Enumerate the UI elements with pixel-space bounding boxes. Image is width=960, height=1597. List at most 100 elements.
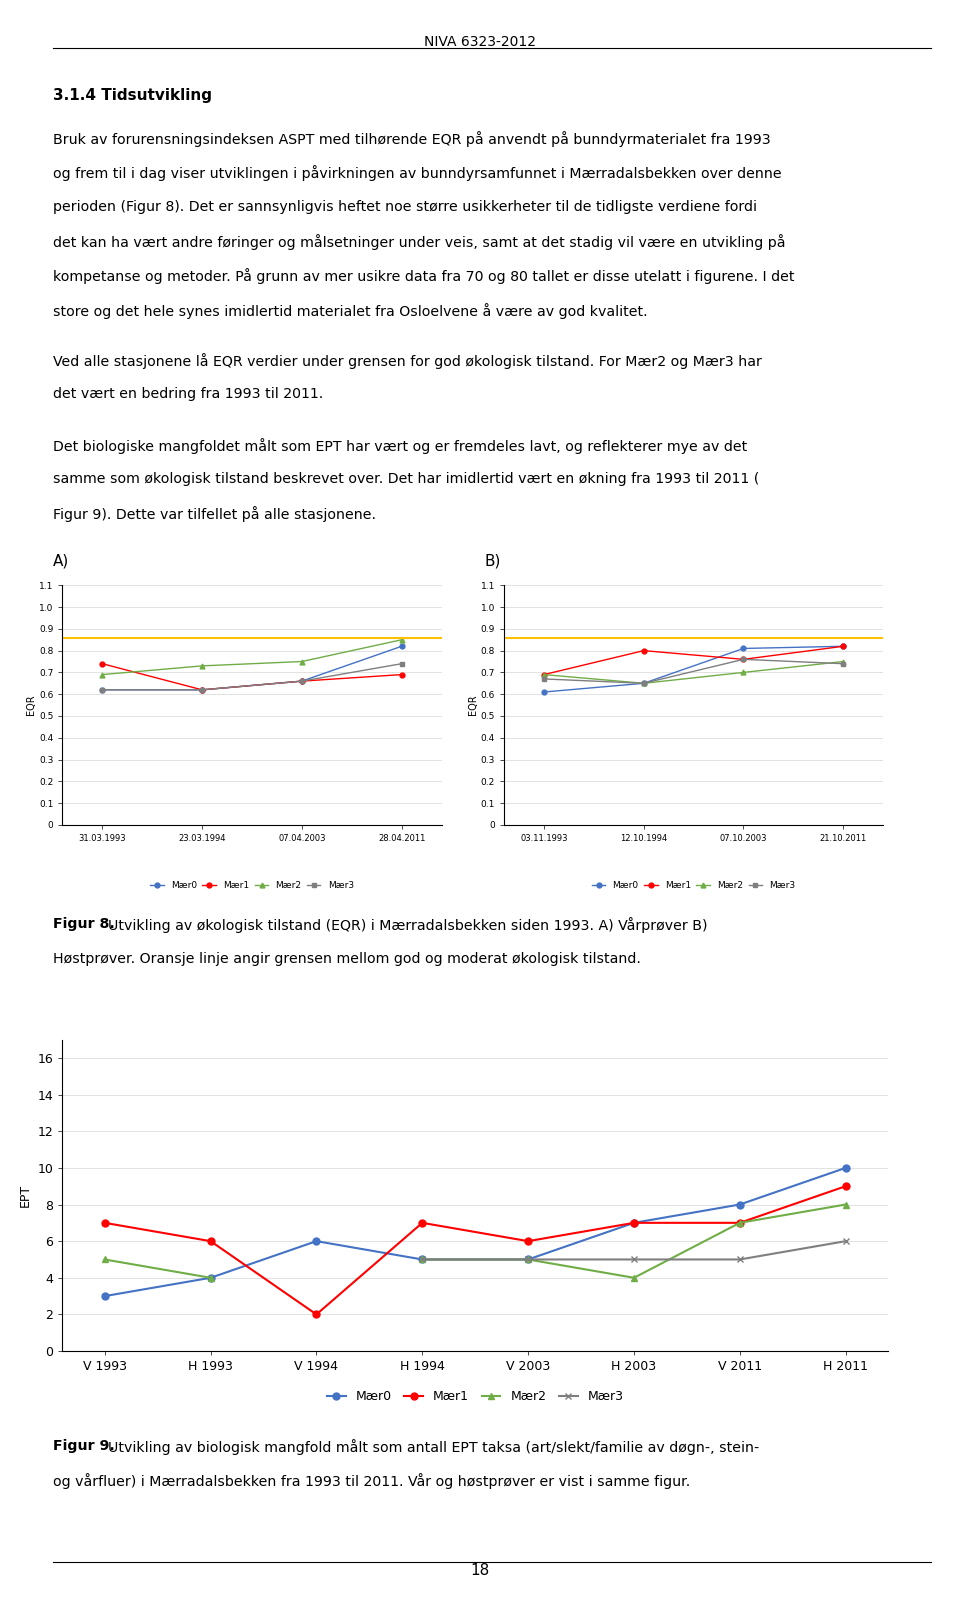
Mær1 xyxy=(97,655,108,674)
Mær1 xyxy=(522,1231,534,1250)
Mær2 xyxy=(296,652,307,671)
Y-axis label: EQR: EQR xyxy=(468,695,478,715)
Text: A): A) xyxy=(53,553,69,569)
Text: Bruk av forurensningsindeksen ASPT med tilhørende EQR på anvendt på bunndyrmater: Bruk av forurensningsindeksen ASPT med t… xyxy=(53,131,771,147)
Text: perioden (Figur 8). Det er sannsynligvis heftet noe større usikkerheter til de t: perioden (Figur 8). Det er sannsynligvis… xyxy=(53,200,756,214)
Line: Mær2: Mær2 xyxy=(541,660,846,685)
Text: Høstprøver. Oransje linje angir grensen mellom god og moderat økologisk tilstand: Høstprøver. Oransje linje angir grensen … xyxy=(53,952,640,966)
Mær2 xyxy=(837,652,849,671)
Text: Figur 9.: Figur 9. xyxy=(53,1439,114,1453)
Mær2 xyxy=(99,1250,110,1270)
Mær1 xyxy=(197,680,208,699)
Mær2 xyxy=(628,1268,639,1287)
Mær1 xyxy=(296,671,307,690)
Mær0 xyxy=(396,637,407,656)
Mær1 xyxy=(204,1231,216,1250)
Line: Mær2: Mær2 xyxy=(101,1201,850,1281)
Mær2 xyxy=(204,1268,216,1287)
Text: og vårfluer) i Mærradalsbekken fra 1993 til 2011. Vår og høstprøver er vist i sa: og vårfluer) i Mærradalsbekken fra 1993 … xyxy=(53,1472,690,1488)
Mær1 xyxy=(99,1214,110,1233)
Y-axis label: EQR: EQR xyxy=(26,695,36,715)
Text: det kan ha vært andre føringer og målsetninger under veis, samt at det stadig vi: det kan ha vært andre føringer og målset… xyxy=(53,233,785,249)
Mær2 xyxy=(197,656,208,676)
Mær1 xyxy=(396,664,407,684)
Mær2 xyxy=(396,631,407,650)
Mær0 xyxy=(737,639,749,658)
Mær0 xyxy=(840,1158,852,1177)
Mær2 xyxy=(737,663,749,682)
Text: store og det hele synes imidlertid materialet fra Osloelvene å være av god kvali: store og det hele synes imidlertid mater… xyxy=(53,302,647,318)
Text: Utvikling av biologisk mangfold målt som antall EPT taksa (art/slekt/familie av : Utvikling av biologisk mangfold målt som… xyxy=(108,1439,759,1455)
Line: Mær1: Mær1 xyxy=(101,1183,850,1318)
Text: og frem til i dag viser utviklingen i påvirkningen av bunndyrsamfunnet i Mærrada: og frem til i dag viser utviklingen i på… xyxy=(53,164,781,180)
Mær1 xyxy=(840,1177,852,1196)
Mær0 xyxy=(522,1250,534,1270)
Legend: Mær0, Mær1, Mær2, Mær3: Mær0, Mær1, Mær2, Mær3 xyxy=(588,877,799,893)
Mær2 xyxy=(97,664,108,684)
Mær0 xyxy=(204,1268,216,1287)
Mær3 xyxy=(396,655,407,674)
Text: Figur 8.: Figur 8. xyxy=(53,917,114,931)
Mær0 xyxy=(311,1231,323,1250)
Mær2 xyxy=(840,1195,852,1214)
Mær0 xyxy=(628,1214,639,1233)
Mær1 xyxy=(638,640,650,660)
Mær2 xyxy=(539,664,550,684)
Mær0 xyxy=(197,680,208,699)
Mær1 xyxy=(628,1214,639,1233)
Line: Mær0: Mær0 xyxy=(541,644,846,695)
Mær0 xyxy=(837,637,849,656)
Mær2 xyxy=(522,1250,534,1270)
Mær0 xyxy=(734,1195,746,1214)
Legend: Mær0, Mær1, Mær2, Mær3: Mær0, Mær1, Mær2, Mær3 xyxy=(322,1385,629,1409)
Mær1 xyxy=(734,1214,746,1233)
Line: Mær1: Mær1 xyxy=(541,644,846,677)
Mær3 xyxy=(840,1231,852,1250)
Mær0 xyxy=(638,674,650,693)
Line: Mær3: Mær3 xyxy=(419,1238,850,1263)
Text: Det biologiske mangfoldet målt som EPT har vært og er fremdeles lavt, og reflekt: Det biologiske mangfoldet målt som EPT h… xyxy=(53,438,747,454)
Mær0 xyxy=(97,680,108,699)
Text: Ved alle stasjonene lå EQR verdier under grensen for god økologisk tilstand. For: Ved alle stasjonene lå EQR verdier under… xyxy=(53,353,761,369)
Text: 18: 18 xyxy=(470,1563,490,1578)
Mær3 xyxy=(638,674,650,693)
Text: NIVA 6323-2012: NIVA 6323-2012 xyxy=(424,35,536,50)
Y-axis label: EPT: EPT xyxy=(19,1183,32,1207)
Line: Mær3: Mær3 xyxy=(100,661,404,692)
Mær1 xyxy=(539,664,550,684)
Mær3 xyxy=(628,1250,639,1270)
Text: samme som økologisk tilstand beskrevet over. Det har imidlertid vært en økning f: samme som økologisk tilstand beskrevet o… xyxy=(53,471,759,485)
Mær0 xyxy=(539,682,550,701)
Line: Mær0: Mær0 xyxy=(101,1164,850,1300)
Mær0 xyxy=(99,1287,110,1306)
Mær1 xyxy=(737,650,749,669)
Mær3 xyxy=(417,1250,428,1270)
Line: Mær0: Mær0 xyxy=(100,644,404,692)
Line: Mær1: Mær1 xyxy=(100,661,404,692)
Text: Figur 9). Dette var tilfellet på alle stasjonene.: Figur 9). Dette var tilfellet på alle st… xyxy=(53,506,375,522)
Mær3 xyxy=(97,680,108,699)
Mær3 xyxy=(734,1250,746,1270)
Legend: Mær0, Mær1, Mær2, Mær3: Mær0, Mær1, Mær2, Mær3 xyxy=(147,877,357,893)
Mær1 xyxy=(311,1305,323,1324)
Text: Utvikling av økologisk tilstand (EQR) i Mærradalsbekken siden 1993. A) Vårprøver: Utvikling av økologisk tilstand (EQR) i … xyxy=(108,917,708,933)
Text: B): B) xyxy=(485,553,501,569)
Mær0 xyxy=(417,1250,428,1270)
Line: Mær3: Mær3 xyxy=(541,658,846,685)
Text: kompetanse og metoder. På grunn av mer usikre data fra 70 og 80 tallet er disse : kompetanse og metoder. På grunn av mer u… xyxy=(53,268,794,284)
Text: 3.1.4 Tidsutvikling: 3.1.4 Tidsutvikling xyxy=(53,88,212,102)
Mær3 xyxy=(197,680,208,699)
Mær3 xyxy=(837,655,849,674)
Line: Mær2: Mær2 xyxy=(100,637,404,677)
Mær3 xyxy=(539,669,550,688)
Mær1 xyxy=(837,637,849,656)
Mær3 xyxy=(296,671,307,690)
Mær3 xyxy=(522,1250,534,1270)
Mær2 xyxy=(734,1214,746,1233)
Mær2 xyxy=(417,1250,428,1270)
Text: det vært en bedring fra 1993 til 2011.: det vært en bedring fra 1993 til 2011. xyxy=(53,386,324,401)
Mær1 xyxy=(417,1214,428,1233)
Mær2 xyxy=(638,674,650,693)
Mær0 xyxy=(296,671,307,690)
Mær3 xyxy=(737,650,749,669)
